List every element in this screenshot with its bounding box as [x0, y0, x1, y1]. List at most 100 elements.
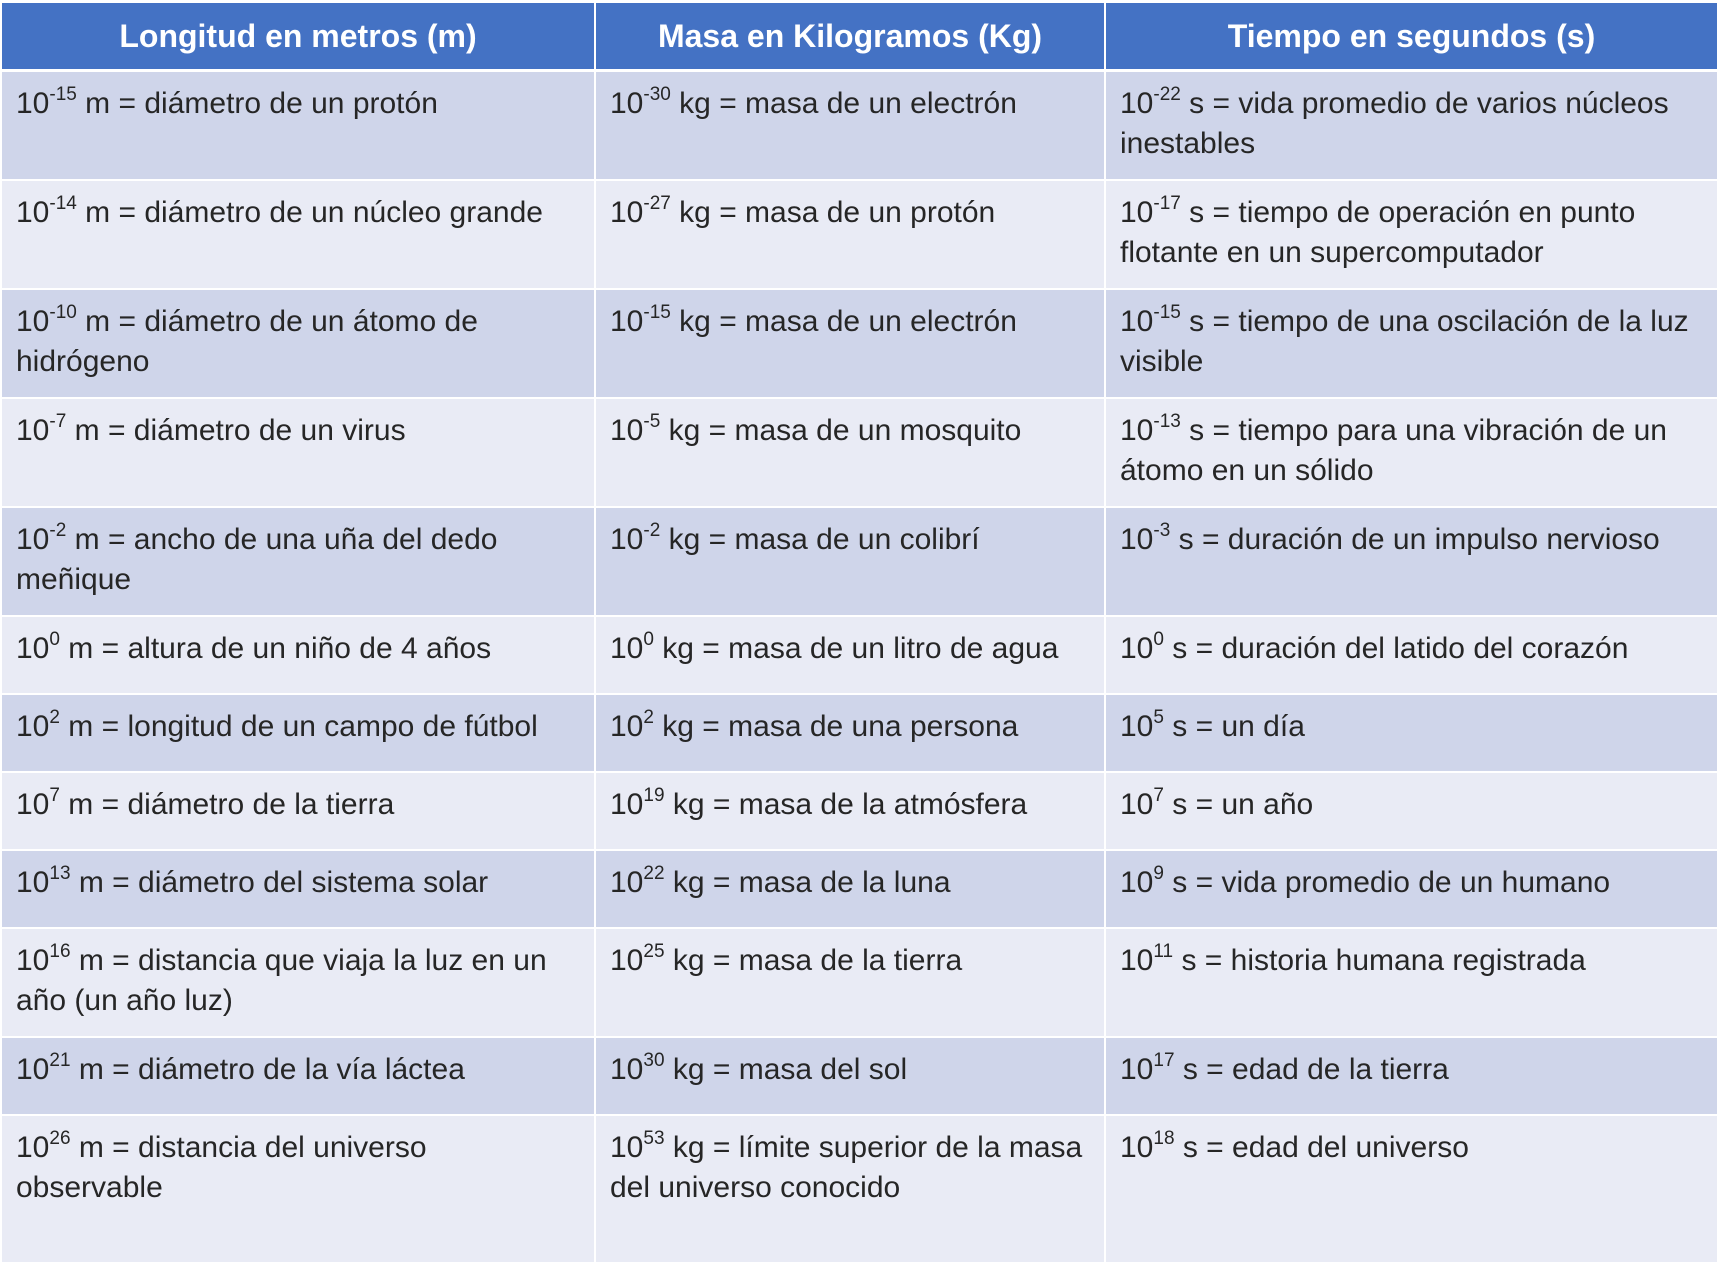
- base: 10: [16, 944, 50, 977]
- table-row: 1016 m = distancia que viaja la luz en u…: [2, 928, 1717, 1038]
- base: 10: [16, 710, 50, 743]
- orders-of-magnitude-table: Longitud en metros (m) Masa en Kilogramo…: [2, 3, 1717, 1264]
- description: kg = masa de la atmósfera: [664, 788, 1028, 821]
- table-row: 107 m = diámetro de la tierra 1019 kg = …: [2, 772, 1717, 851]
- description: s = vida promedio de un humano: [1163, 866, 1611, 899]
- base: 10: [16, 632, 50, 665]
- exponent: 16: [49, 941, 71, 962]
- description: m = distancia que viaja la luz en un año…: [16, 944, 547, 1017]
- exponent: 7: [1153, 785, 1164, 806]
- exponent: 26: [49, 1128, 71, 1149]
- base: 10: [610, 87, 644, 120]
- base: 10: [16, 1131, 50, 1164]
- exponent: 25: [643, 941, 665, 962]
- table-row: 10-10 m = diámetro de un átomo de hidróg…: [2, 289, 1717, 399]
- time-cell: 10-3 s = duración de un impulso nervioso: [1105, 507, 1717, 617]
- description: kg = masa de la luna: [664, 866, 951, 899]
- exponent: 13: [49, 863, 71, 884]
- time-cell: 10-17 s = tiempo de operación en punto f…: [1105, 180, 1717, 290]
- base: 10: [610, 944, 644, 977]
- description: m = diámetro de un virus: [66, 414, 406, 447]
- mass-cell: 10-30 kg = masa de un electrón: [595, 70, 1106, 181]
- exponent: 53: [643, 1128, 665, 1149]
- exponent: 0: [49, 629, 60, 650]
- base: 10: [1120, 1131, 1154, 1164]
- table-row: 10 -2 m = ancho de una uña del dedo meñiq…: [2, 507, 1717, 617]
- mass-cell: 1030 kg = masa del sol: [595, 1037, 1106, 1116]
- exponent: 5: [1153, 707, 1164, 728]
- base: 10: [16, 866, 50, 899]
- mass-cell: 102 kg = masa de una persona: [595, 694, 1106, 773]
- exponent: 0: [643, 629, 654, 650]
- header-length: Longitud en metros (m): [2, 3, 596, 72]
- base: 10: [610, 305, 644, 338]
- description: m = diámetro de un núcleo grande: [76, 196, 543, 229]
- exponent: 9: [1153, 863, 1164, 884]
- time-cell: 1018 s = edad del universo: [1105, 1115, 1717, 1264]
- length-cell: 1021 m = diámetro de la vía láctea: [2, 1037, 596, 1116]
- description: s = vida promedio de varios núcleos ines…: [1120, 87, 1669, 160]
- base: 10: [16, 196, 50, 229]
- mass-cell: 1019 kg = masa de la atmósfera: [595, 772, 1106, 851]
- table-row: 100 m = altura de un niño de 4 años 100 …: [2, 616, 1717, 695]
- table-row: 10-14 m = diámetro de un núcleo grande 1…: [2, 180, 1717, 290]
- length-cell: 1016 m = distancia que viaja la luz en u…: [2, 928, 596, 1038]
- exponent: 11: [1153, 941, 1174, 962]
- mass-cell: 1022 kg = masa de la luna: [595, 850, 1106, 929]
- description: m = diámetro de la vía láctea: [70, 1053, 465, 1086]
- description: m = diámetro de la tierra: [59, 788, 395, 821]
- exponent: -15: [49, 84, 77, 105]
- description: s = un año: [1163, 788, 1314, 821]
- time-cell: 1017 s = edad de la tierra: [1105, 1037, 1717, 1116]
- length-cell: 10-2 m = ancho de una uña del dedo meñiq…: [2, 507, 596, 617]
- base: 10: [1120, 710, 1154, 743]
- description: s = historia humana registrada: [1173, 944, 1586, 977]
- base: 10: [1120, 87, 1154, 120]
- exponent: 30: [643, 1050, 665, 1071]
- description: s = tiempo de operación en punto flotant…: [1120, 196, 1636, 269]
- description: m = diámetro de un protón: [76, 87, 438, 120]
- description: m = diámetro de un átomo de hidrógeno: [16, 305, 478, 378]
- table-row: 1013 m = diámetro del sistema solar 1022…: [2, 850, 1717, 929]
- exponent: 22: [643, 863, 665, 884]
- mass-cell: 1025 kg = masa de la tierra: [595, 928, 1106, 1038]
- exponent: 17: [1153, 1050, 1175, 1071]
- description: m = altura de un niño de 4 años: [59, 632, 492, 665]
- base: 10: [610, 414, 644, 447]
- table-row: 10-15 m = diámetro de un protón 10-30 kg…: [2, 70, 1717, 181]
- header-mass: Masa en Kilogramos (Kg): [595, 3, 1106, 72]
- exponent: 18: [1153, 1128, 1175, 1149]
- description: s = edad de la tierra: [1174, 1053, 1449, 1086]
- base: 10: [1120, 196, 1154, 229]
- exponent: -13: [1153, 411, 1181, 432]
- description: kg = masa de un electrón: [670, 87, 1017, 120]
- base: 10: [610, 1131, 644, 1164]
- exponent: -17: [1153, 193, 1181, 214]
- header-time: Tiempo en segundos (s): [1105, 3, 1717, 72]
- exponent: 21: [49, 1050, 71, 1071]
- description: m = ancho de una uña del dedo meñique: [16, 523, 498, 596]
- base: 10: [16, 87, 50, 120]
- time-cell: 100 s = duración del latido del corazón: [1105, 616, 1717, 695]
- description: s = edad del universo: [1174, 1131, 1469, 1164]
- base: 10: [16, 305, 50, 338]
- description: s = duración del latido del corazón: [1163, 632, 1629, 665]
- time-cell: 1011 s = historia humana registrada: [1105, 928, 1717, 1038]
- length-cell: 10-14 m = diámetro de un núcleo grande: [2, 180, 596, 290]
- time-cell: 105 s = un día: [1105, 694, 1717, 773]
- exponent: -2: [49, 520, 67, 541]
- description: s = tiempo para una vibración de un átom…: [1120, 414, 1667, 487]
- base: 10: [610, 523, 644, 556]
- base: 10: [16, 1053, 50, 1086]
- length-cell: 100 m = altura de un niño de 4 años: [2, 616, 596, 695]
- length-cell: 10-15 m = diámetro de un protón: [2, 70, 596, 181]
- exponent: 19: [643, 785, 665, 806]
- exponent: -15: [1153, 302, 1181, 323]
- mass-cell: 10-15 kg = masa de un electrón: [595, 289, 1106, 399]
- length-cell: 1026 m = distancia del universo observab…: [2, 1115, 596, 1264]
- base: 10: [610, 196, 644, 229]
- description: m = distancia del universo observable: [16, 1131, 427, 1204]
- length-cell: 107 m = diámetro de la tierra: [2, 772, 596, 851]
- description: s = tiempo de una oscilación de la luz v…: [1120, 305, 1689, 378]
- mass-cell: 10-2 kg = masa de un colibrí: [595, 507, 1106, 617]
